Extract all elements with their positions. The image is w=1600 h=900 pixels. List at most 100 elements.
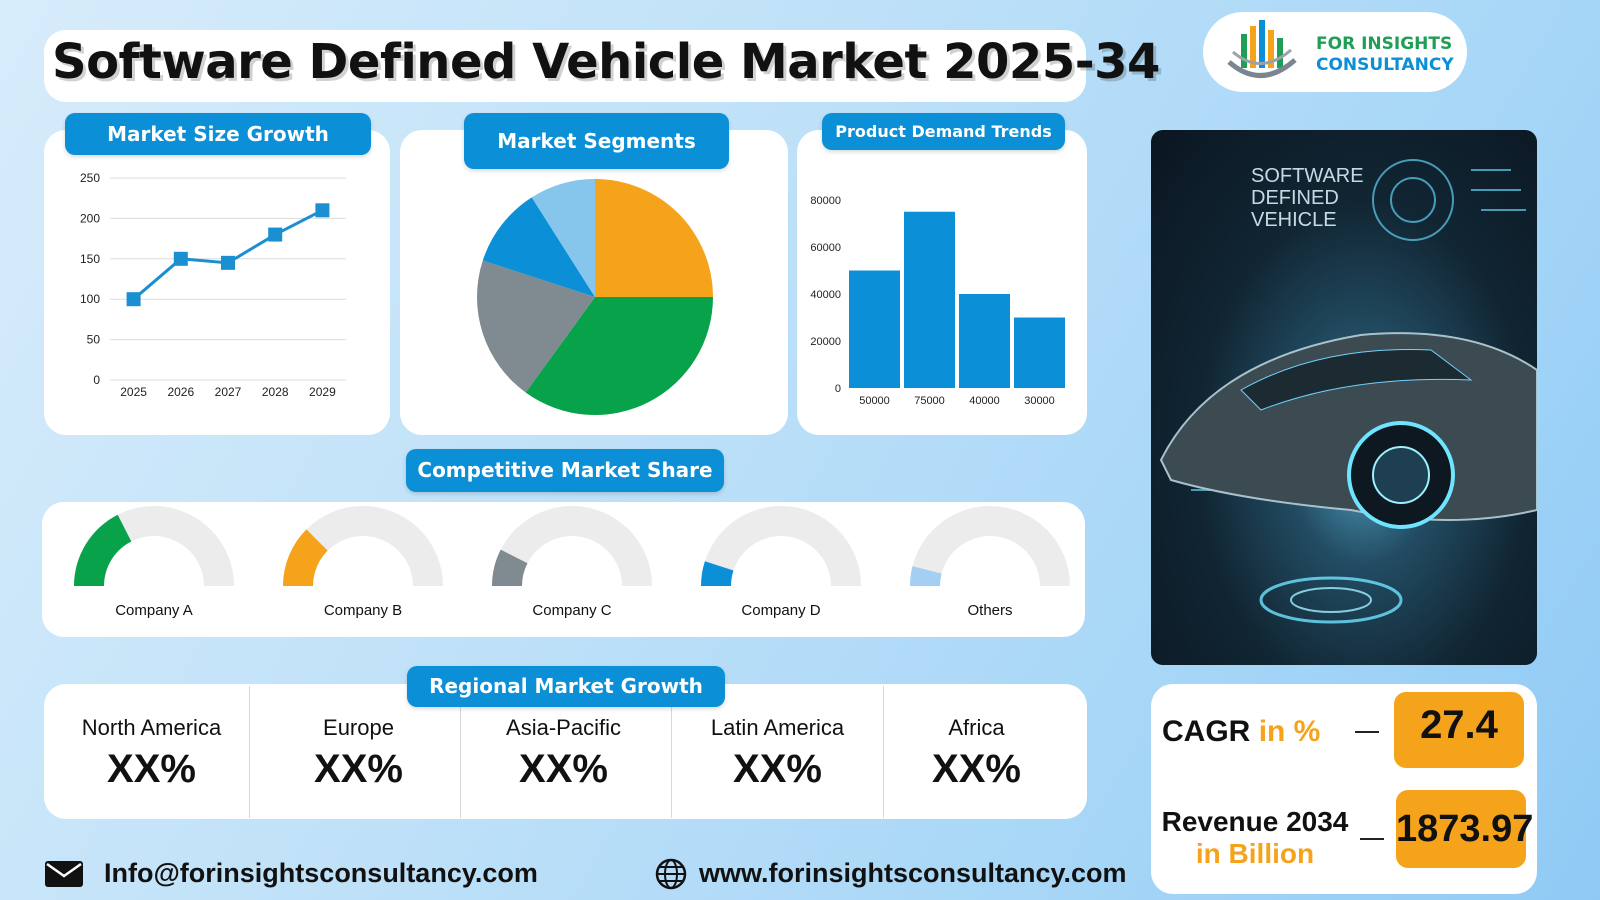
region-value: XX% (519, 747, 608, 791)
region-name: Latin America (710, 715, 845, 740)
gauge-label: Company D (741, 602, 821, 619)
region-divider (883, 686, 884, 818)
demand-title: Product Demand Trends (822, 113, 1065, 150)
footer-email[interactable]: Info@forinsightsconsultancy.com (104, 858, 538, 888)
vehicle-illustration: SOFTWARE DEFINED VEHICLE (1151, 130, 1537, 665)
region-name: North America (81, 715, 222, 740)
x-tick-label: 40000 (969, 395, 1000, 407)
region-value: XX% (314, 747, 403, 791)
gauge-company-d (701, 506, 861, 586)
hero-text: SOFTWARE DEFINED VEHICLE (1251, 165, 1364, 231)
hero-text-line-2: DEFINED (1251, 187, 1339, 209)
regional-title: Regional Market Growth (407, 666, 725, 707)
region-asia-pacific: Asia-Pacific XX% (461, 715, 666, 792)
gauge-fill (74, 514, 132, 586)
y-tick-label: 0 (835, 383, 841, 395)
mail-icon (45, 861, 83, 887)
gauge-company-b (283, 506, 443, 586)
gauge-fill (701, 561, 734, 586)
segments-pie-chart (477, 179, 713, 415)
region-name: Europe (323, 715, 394, 740)
revenue-dash (1360, 838, 1384, 840)
logo-line-1: FOR INSIGHTS (1316, 34, 1453, 54)
footer-website[interactable]: www.forinsightsconsultancy.com (699, 858, 1127, 888)
title-box (44, 30, 1086, 102)
demand-bar-chart: 0 20000 40000 60000 80000 50000 75000 40000 3000… (810, 195, 1065, 407)
y-tick-label: 40000 (810, 289, 841, 301)
y-tick-label: 150 (80, 252, 100, 266)
region-name: Africa (948, 715, 1005, 740)
region-divider (671, 686, 672, 818)
gauge-track (910, 506, 1070, 586)
series-line (132, 208, 324, 301)
gauge-fill (283, 529, 328, 586)
data-point (126, 292, 141, 307)
pie-slice (477, 260, 595, 393)
pie-slice (525, 297, 713, 415)
logo[interactable]: FOR INSIGHTS CONSULTANCY (1203, 12, 1467, 92)
hero-image: SOFTWARE DEFINED VEHICLE (1151, 130, 1537, 665)
region-value: XX% (733, 747, 822, 791)
gauge-fill (910, 566, 942, 586)
market-size-title: Market Size Growth (65, 113, 371, 155)
gauge-company-a (74, 506, 234, 586)
region-africa: Africa XX% (874, 715, 1079, 792)
revenue-value: 1873.97 (1396, 790, 1533, 868)
hero-text-line-3: VEHICLE (1251, 209, 1337, 231)
x-tick-label: 2026 (167, 385, 194, 399)
revenue-label: Revenue 2034 in Billion (1160, 806, 1350, 870)
data-point (268, 227, 283, 242)
region-value: XX% (107, 747, 196, 791)
y-tick-label: 50 (87, 333, 101, 347)
pie-slice (595, 179, 713, 297)
cagr-dash (1355, 731, 1379, 733)
x-tick-label: 75000 (914, 395, 945, 407)
x-tick-label: 2025 (120, 385, 147, 399)
y-tick-label: 80000 (810, 195, 841, 207)
x-tick-label: 2029 (309, 385, 336, 399)
y-tick-label: 200 (80, 211, 100, 225)
gauge-track (283, 506, 443, 586)
cagr-value: 27.4 (1394, 692, 1524, 768)
cagr-label: CAGR in % (1162, 715, 1320, 749)
gauge-label: Company A (115, 602, 193, 619)
y-tick-label: 100 (80, 292, 100, 306)
x-tick-label: 2027 (215, 385, 242, 399)
region-value: XX% (932, 747, 1021, 791)
market-size-card (44, 130, 390, 435)
gauge-track (701, 506, 861, 586)
globe-icon (655, 858, 687, 890)
bar (849, 270, 900, 388)
gauge-company-c (492, 506, 652, 586)
logo-line-2: CONSULTANCY (1316, 55, 1454, 75)
bar (1014, 317, 1065, 388)
y-tick-label: 60000 (810, 242, 841, 254)
cagr-unit: in % (1258, 715, 1321, 748)
bar (904, 211, 955, 388)
data-point (315, 203, 330, 218)
region-north-america: North America XX% (49, 715, 254, 792)
y-tick-label: 250 (80, 171, 100, 185)
segments-title: Market Segments (464, 113, 729, 169)
pie-slice (482, 197, 595, 297)
y-tick-label: 20000 (810, 336, 841, 348)
gauge-track (492, 506, 652, 586)
x-tick-label: 2028 (262, 385, 289, 399)
data-point (173, 251, 188, 266)
region-divider (249, 686, 250, 818)
y-tick-label: 0 (93, 373, 100, 387)
revenue-unit: in Billion (1195, 838, 1315, 869)
market-size-line-chart: 0 50 100 150 200 250 2025 2026 2027 2028 2029 (80, 171, 346, 399)
bar (959, 294, 1010, 388)
gauge-label: Company C (532, 602, 612, 619)
gauge-label: Company B (323, 602, 403, 619)
region-europe: Europe XX% (256, 715, 461, 792)
pie-slice (531, 179, 595, 297)
region-name: Asia-Pacific (506, 715, 621, 740)
competitive-title: Competitive Market Share (406, 449, 724, 492)
x-tick-label: 50000 (859, 395, 890, 407)
region-divider (460, 686, 461, 818)
gauge-label: Others (967, 602, 1013, 619)
hero-text-line-1: SOFTWARE (1251, 165, 1364, 187)
data-point (221, 255, 235, 270)
